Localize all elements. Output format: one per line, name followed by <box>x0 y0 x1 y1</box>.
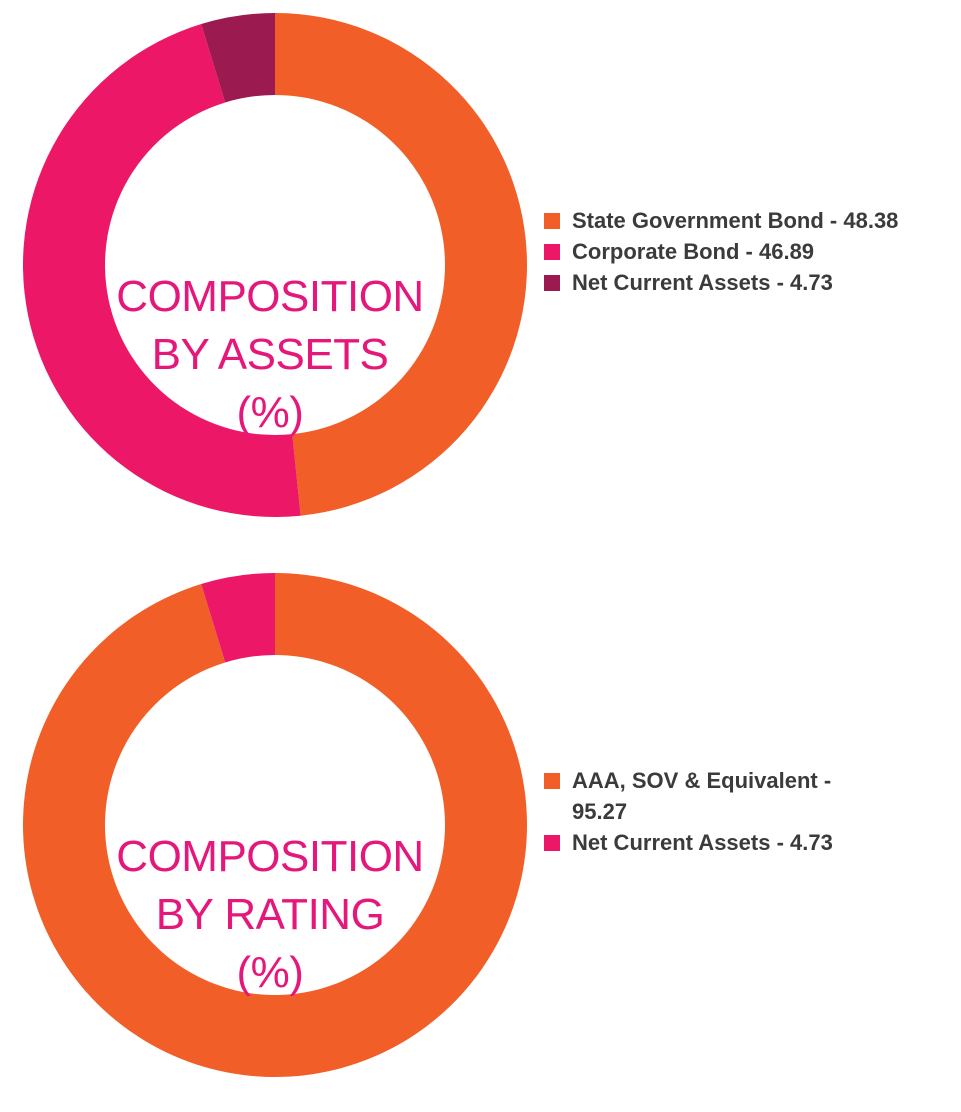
legend-label: Corporate Bond - 46.89 <box>572 239 815 264</box>
composition-by-rating-chart: COMPOSITION BY RATING (%) AAA, SOV & Equ… <box>0 560 961 1080</box>
rating-title-line-1: COMPOSITION <box>116 832 424 881</box>
legend-item-net-current-assets: Net Current Assets - 4.73 <box>544 827 872 858</box>
assets-title-line-2: BY ASSETS <box>151 330 389 379</box>
rating-donut <box>23 573 527 1077</box>
legend-swatch <box>544 213 560 229</box>
assets-donut <box>23 12 528 517</box>
slice-net-current-assets <box>201 573 275 663</box>
assets-chart-title: COMPOSITION BY ASSETS (%) <box>80 268 460 442</box>
legend-swatch <box>544 244 560 260</box>
legend-swatch <box>544 773 560 789</box>
assets-title-line-3: (%) <box>236 388 304 437</box>
legend-item-aaa-sov-equivalent: AAA, SOV & Equivalent - 95.27 <box>544 765 872 827</box>
slice-aaa-sov-equivalent <box>23 573 527 1077</box>
slice-state-government-bond <box>275 12 528 516</box>
rating-title-line-3: (%) <box>236 948 304 997</box>
rating-title-line-2: BY RATING <box>155 890 385 939</box>
rating-legend: AAA, SOV & Equivalent - 95.27 Net Curren… <box>544 765 872 858</box>
composition-by-assets-chart: COMPOSITION BY ASSETS (%) State Governme… <box>0 0 961 520</box>
legend-label: AAA, SOV & Equivalent - 95.27 <box>572 768 832 824</box>
assets-title-line-1: COMPOSITION <box>116 272 424 321</box>
legend-swatch <box>544 835 560 851</box>
legend-item-net-current-assets: Net Current Assets - 4.73 <box>544 267 952 298</box>
legend-item-state-government-bond: State Government Bond - 48.38 <box>544 205 952 236</box>
legend-item-corporate-bond: Corporate Bond - 46.89 <box>544 236 952 267</box>
legend-label: Net Current Assets - 4.73 <box>572 270 833 295</box>
legend-swatch <box>544 275 560 291</box>
slice-net-current-assets <box>201 13 275 103</box>
assets-legend: State Government Bond - 48.38 Corporate … <box>544 205 952 298</box>
legend-label: Net Current Assets - 4.73 <box>572 830 833 855</box>
legend-label: State Government Bond - 48.38 <box>572 208 899 233</box>
slice-corporate-bond <box>23 24 301 517</box>
rating-chart-title: COMPOSITION BY RATING (%) <box>80 828 460 1002</box>
